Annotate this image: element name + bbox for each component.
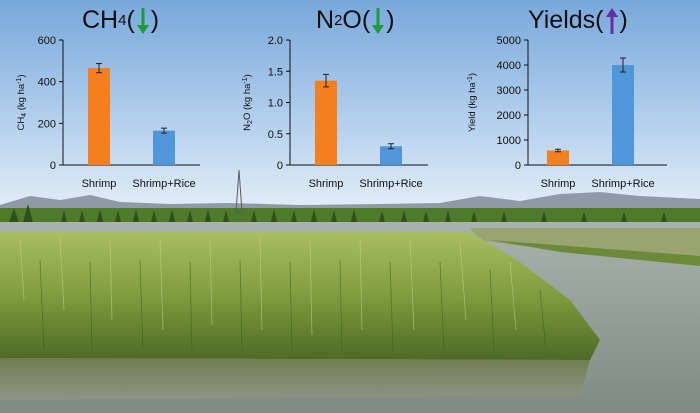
title-open: ( (595, 6, 604, 34)
up-arrow-icon (605, 7, 618, 34)
down-arrow-icon (372, 7, 385, 34)
title-open: ( (126, 6, 135, 34)
down-arrow-icon (136, 7, 149, 34)
chart-title-yields: Yields() (528, 6, 628, 35)
title-sub: 2 (334, 12, 343, 29)
title-close: ) (619, 6, 628, 34)
title-main: N (316, 6, 335, 34)
title-sub: 4 (118, 12, 127, 29)
title-post: O (342, 6, 362, 34)
title-close: ) (150, 6, 160, 34)
title-close: ) (386, 6, 395, 34)
title-open: ( (361, 6, 371, 34)
title-main: CH (82, 6, 119, 34)
chart-title-n2o: N 2 O() (316, 6, 395, 35)
chart-title-ch4: CH 4() (82, 6, 159, 35)
title-main: Yields (528, 6, 596, 34)
